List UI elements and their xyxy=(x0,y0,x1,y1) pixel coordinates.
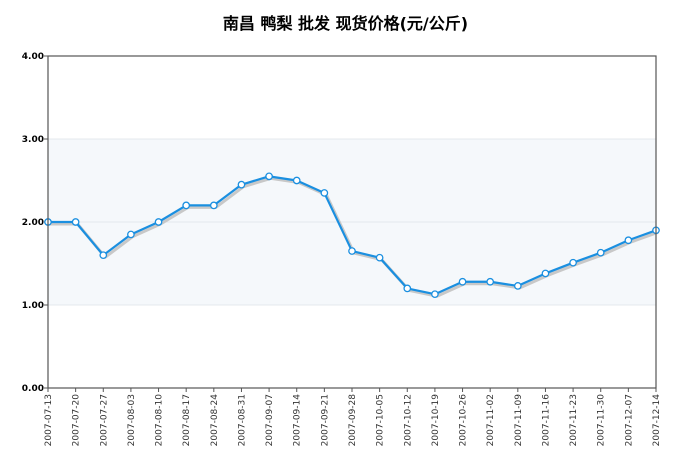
x-tick-label: 2007-07-20 xyxy=(72,394,82,447)
y-axis-ticks: 0.00 1.00 2.00 3.00 4.00 xyxy=(22,52,48,394)
data-point xyxy=(182,201,191,210)
chart-title: 南昌 鸭梨 批发 现货价格(元/公斤) xyxy=(222,14,469,33)
data-point xyxy=(292,176,301,185)
x-tick-label: 2007-09-07 xyxy=(265,394,275,446)
y-tick-label: 2.00 xyxy=(22,218,44,228)
y-tick-label: 0.00 xyxy=(22,384,44,394)
data-point xyxy=(237,180,246,189)
x-tick-label: 2007-08-24 xyxy=(210,394,220,447)
x-tick-label: 2007-12-07 xyxy=(624,394,634,446)
data-point xyxy=(209,201,218,210)
data-point xyxy=(375,253,384,262)
data-point xyxy=(154,218,163,226)
x-tick-label: 2007-09-21 xyxy=(320,394,330,446)
x-tick-label: 2007-10-26 xyxy=(459,394,469,447)
data-point xyxy=(624,236,633,245)
x-tick-label: 2007-11-02 xyxy=(486,394,496,446)
data-point xyxy=(596,248,605,257)
x-tick-label: 2007-11-30 xyxy=(597,394,607,447)
data-point xyxy=(403,284,412,293)
x-tick-label: 2007-07-27 xyxy=(99,394,109,446)
data-point xyxy=(541,269,550,278)
x-tick-label: 2007-09-28 xyxy=(348,394,358,447)
y-tick-label: 4.00 xyxy=(22,52,44,62)
x-axis-ticks: 2007-07-13 2007-07-20 2007-07-27 2007-08-03… xyxy=(44,388,662,446)
x-tick-label: 2007-10-05 xyxy=(376,394,386,446)
x-tick-label: 2007-08-03 xyxy=(127,394,137,446)
gridlines xyxy=(48,138,656,306)
x-tick-label: 2007-09-14 xyxy=(293,394,303,447)
x-tick-label: 2007-10-12 xyxy=(403,394,413,446)
x-tick-label: 2007-12-14 xyxy=(652,394,662,447)
plot-frame xyxy=(47,55,657,389)
data-point xyxy=(486,277,495,286)
data-point xyxy=(458,277,467,286)
data-point xyxy=(127,230,135,239)
x-tick-label: 2007-11-23 xyxy=(569,394,579,446)
data-point xyxy=(265,172,273,181)
data-point xyxy=(348,247,356,255)
plot-border xyxy=(47,55,657,389)
data-point xyxy=(320,189,329,197)
data-point xyxy=(431,290,439,299)
x-tick-label: 2007-07-13 xyxy=(44,394,54,446)
x-tick-label: 2007-08-17 xyxy=(182,394,192,446)
y-tick-label: 3.00 xyxy=(22,135,44,145)
x-tick-label: 2007-08-31 xyxy=(237,394,247,446)
x-tick-label: 2007-08-10 xyxy=(155,394,165,447)
data-point xyxy=(99,251,108,260)
x-tick-label: 2007-11-16 xyxy=(541,394,551,447)
data-point xyxy=(513,282,522,290)
data-point xyxy=(71,218,80,226)
data-point xyxy=(569,258,577,267)
x-tick-label: 2007-11-09 xyxy=(514,394,524,447)
x-tick-label: 2007-10-19 xyxy=(431,394,441,447)
y-tick-label: 1.00 xyxy=(22,301,44,311)
